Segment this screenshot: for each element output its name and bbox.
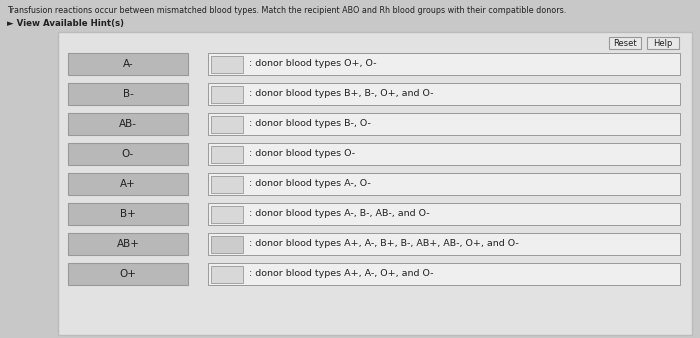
FancyBboxPatch shape (68, 263, 188, 285)
FancyBboxPatch shape (68, 113, 188, 135)
FancyBboxPatch shape (609, 37, 641, 49)
Text: : donor blood types B+, B-, O+, and O-: : donor blood types B+, B-, O+, and O- (249, 90, 433, 98)
FancyBboxPatch shape (208, 203, 680, 225)
Text: A+: A+ (120, 179, 136, 189)
FancyBboxPatch shape (211, 236, 243, 252)
FancyBboxPatch shape (208, 173, 680, 195)
FancyBboxPatch shape (647, 37, 679, 49)
Text: : donor blood types A-, B-, AB-, and O-: : donor blood types A-, B-, AB-, and O- (249, 210, 430, 218)
Text: A-: A- (122, 59, 133, 69)
FancyBboxPatch shape (208, 233, 680, 255)
FancyBboxPatch shape (68, 203, 188, 225)
FancyBboxPatch shape (68, 233, 188, 255)
FancyBboxPatch shape (208, 263, 680, 285)
FancyBboxPatch shape (211, 116, 243, 132)
FancyBboxPatch shape (58, 32, 692, 335)
FancyBboxPatch shape (211, 145, 243, 163)
Text: : donor blood types A-, O-: : donor blood types A-, O- (249, 179, 371, 189)
FancyBboxPatch shape (68, 173, 188, 195)
Text: AB+: AB+ (117, 239, 139, 249)
FancyBboxPatch shape (68, 143, 188, 165)
FancyBboxPatch shape (211, 55, 243, 72)
FancyBboxPatch shape (208, 53, 680, 75)
FancyBboxPatch shape (68, 83, 188, 105)
FancyBboxPatch shape (208, 83, 680, 105)
Text: ► View Available Hint(s): ► View Available Hint(s) (7, 19, 124, 28)
FancyBboxPatch shape (208, 113, 680, 135)
Text: O-: O- (122, 149, 134, 159)
Text: : donor blood types B-, O-: : donor blood types B-, O- (249, 120, 371, 128)
FancyBboxPatch shape (208, 143, 680, 165)
Text: Transfusion reactions occur between mismatched blood types. Match the recipient : Transfusion reactions occur between mism… (7, 6, 566, 15)
Text: B-: B- (122, 89, 134, 99)
Text: : donor blood types O-: : donor blood types O- (249, 149, 355, 159)
Text: Reset: Reset (613, 39, 637, 48)
Text: O+: O+ (120, 269, 136, 279)
Text: AB-: AB- (119, 119, 137, 129)
FancyBboxPatch shape (211, 206, 243, 222)
FancyBboxPatch shape (211, 266, 243, 283)
Text: : donor blood types A+, A-, O+, and O-: : donor blood types A+, A-, O+, and O- (249, 269, 433, 279)
Text: : donor blood types O+, O-: : donor blood types O+, O- (249, 59, 377, 69)
FancyBboxPatch shape (211, 175, 243, 193)
FancyBboxPatch shape (211, 86, 243, 102)
FancyBboxPatch shape (68, 53, 188, 75)
Text: Help: Help (653, 39, 673, 48)
Text: B+: B+ (120, 209, 136, 219)
Text: : donor blood types A+, A-, B+, B-, AB+, AB-, O+, and O-: : donor blood types A+, A-, B+, B-, AB+,… (249, 240, 519, 248)
